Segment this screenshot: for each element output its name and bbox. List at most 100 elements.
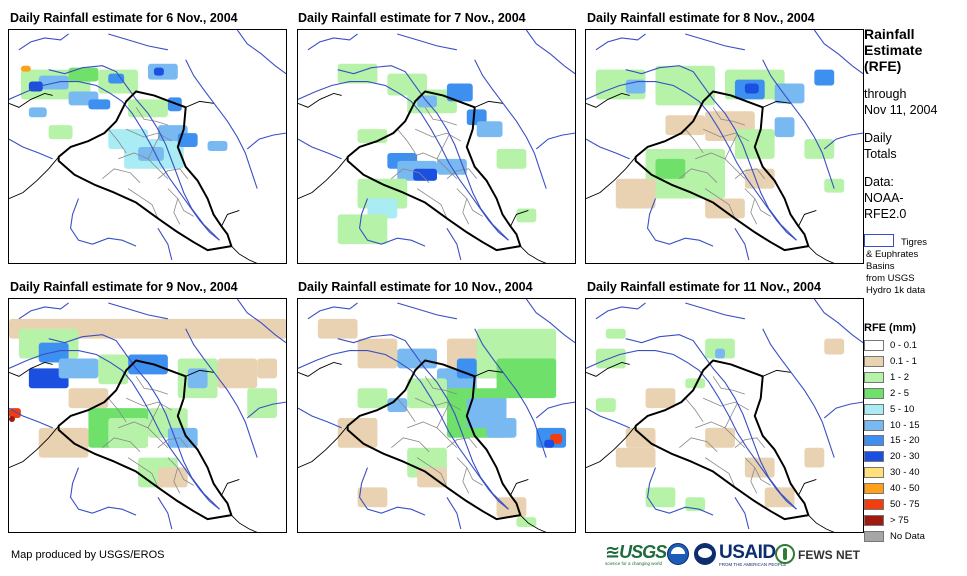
basin-line-3: Basins xyxy=(866,261,895,272)
country-border xyxy=(185,100,214,108)
legend-class-5: 10 - 15 xyxy=(864,419,920,432)
rainfall-cell xyxy=(207,141,228,151)
data-source-line-3: RFE2.0 xyxy=(864,207,907,221)
iraq-border xyxy=(346,359,522,521)
river-basin-line xyxy=(535,401,575,419)
rfe-legend-title: RFE (mm) xyxy=(864,322,916,334)
river-basin-line xyxy=(9,81,220,241)
country-border xyxy=(474,100,503,108)
legend-class-3: 2 - 5 xyxy=(864,387,910,400)
legend-swatch xyxy=(864,435,884,447)
province-boundary xyxy=(734,168,766,180)
legend-swatch xyxy=(864,419,884,431)
iraq-border xyxy=(57,90,233,252)
province-boundary xyxy=(391,168,430,183)
legend-label: 2 - 5 xyxy=(890,387,910,399)
rainfall-cell xyxy=(516,208,537,223)
rainfall-cell xyxy=(744,83,759,94)
province-boundary xyxy=(456,188,483,217)
legend-swatch xyxy=(864,355,884,367)
country-border xyxy=(9,425,59,468)
province-boundary xyxy=(414,128,462,142)
province-boundary xyxy=(750,198,758,225)
river-basin-line xyxy=(337,65,509,241)
river-basin-line xyxy=(9,138,53,160)
river-basin-line xyxy=(586,138,630,160)
legend-label: 40 - 50 xyxy=(890,483,920,495)
river-basin-line xyxy=(535,132,575,150)
river-basin-line xyxy=(185,59,258,189)
rainfall-cell xyxy=(615,447,656,468)
date-range: through Nov 11, 2004 xyxy=(864,86,937,118)
map-svg xyxy=(586,299,863,532)
legend-class-0: 0 - 0.1 xyxy=(864,340,917,352)
province-boundary xyxy=(436,403,450,429)
rainfall-cell xyxy=(715,348,725,359)
province-boundary xyxy=(424,376,457,395)
rainfall-cell xyxy=(357,487,388,508)
river-basin-line xyxy=(69,467,137,516)
rainfall-cell xyxy=(108,417,148,448)
river-basin-line xyxy=(298,407,342,429)
rainfall-cell xyxy=(88,99,111,110)
river-basin-line xyxy=(813,30,863,75)
rainfall-cell xyxy=(804,139,835,159)
province-boundary xyxy=(724,134,738,160)
province-boundary xyxy=(695,152,746,180)
rainfall-cell xyxy=(605,328,626,339)
legend-class-1: 0.1 - 1 xyxy=(864,355,917,368)
rainfall-cell xyxy=(357,338,398,369)
data-source-line-1: Data: xyxy=(864,175,894,189)
usgs-tagline: science for a changing world xyxy=(605,561,663,566)
province-boundary xyxy=(173,467,181,494)
rainfall-cell xyxy=(744,168,775,189)
province-boundary xyxy=(436,134,450,160)
legend-heading: Rainfall Estimate (RFE) xyxy=(864,26,922,74)
rainfall-layer xyxy=(9,318,286,488)
rainfall-cell xyxy=(48,125,73,140)
rainfall-cell xyxy=(58,358,99,379)
country-border xyxy=(586,156,636,199)
river-basin-line xyxy=(69,198,137,247)
country-border xyxy=(798,479,817,496)
iraq-border xyxy=(57,359,233,521)
province-boundary xyxy=(147,134,161,160)
rainfall-cell xyxy=(128,354,168,375)
rainfall-cell xyxy=(804,447,825,468)
fews-logo-icon xyxy=(775,544,795,564)
rainfall-cell xyxy=(317,318,358,339)
country-border xyxy=(9,156,59,199)
river-basin-line xyxy=(337,334,509,510)
legend-swatch xyxy=(864,371,884,383)
province-boundary xyxy=(462,467,470,494)
legend-swatch xyxy=(864,403,884,415)
river-basin-line xyxy=(525,30,575,75)
rainfall-cell xyxy=(446,83,473,102)
province-boundary xyxy=(679,437,718,452)
province-boundary xyxy=(147,403,161,429)
panel-title-3: Daily Rainfall estimate for 8 Nov., 2004 xyxy=(587,11,815,25)
noaa-logo-icon xyxy=(667,543,689,565)
panel-title-5: Daily Rainfall estimate for 10 Nov., 200… xyxy=(298,280,533,294)
province-boundary xyxy=(744,457,771,486)
province-boundary xyxy=(750,467,758,494)
river-basin-line xyxy=(157,497,173,530)
legend-label: 0 - 0.1 xyxy=(890,340,917,351)
rainfall-cell xyxy=(337,214,388,245)
country-border xyxy=(520,245,547,263)
legend-swatch xyxy=(864,387,884,399)
rainfall-map-7-nov xyxy=(297,29,576,264)
river-basin-line xyxy=(646,198,714,247)
rainfall-cell xyxy=(177,133,198,147)
legend-label: 0.1 - 1 xyxy=(890,355,917,367)
rainfall-cell xyxy=(645,487,676,508)
country-border xyxy=(808,514,835,532)
country-border xyxy=(520,514,547,532)
country-border xyxy=(231,514,258,532)
rainfall-cell xyxy=(595,348,626,369)
province-boundary xyxy=(684,128,704,154)
rainfall-cell xyxy=(665,115,706,136)
totals-line-1: Daily xyxy=(864,131,892,145)
river-basin-line xyxy=(586,407,630,429)
rainfall-map-6-nov xyxy=(8,29,287,264)
